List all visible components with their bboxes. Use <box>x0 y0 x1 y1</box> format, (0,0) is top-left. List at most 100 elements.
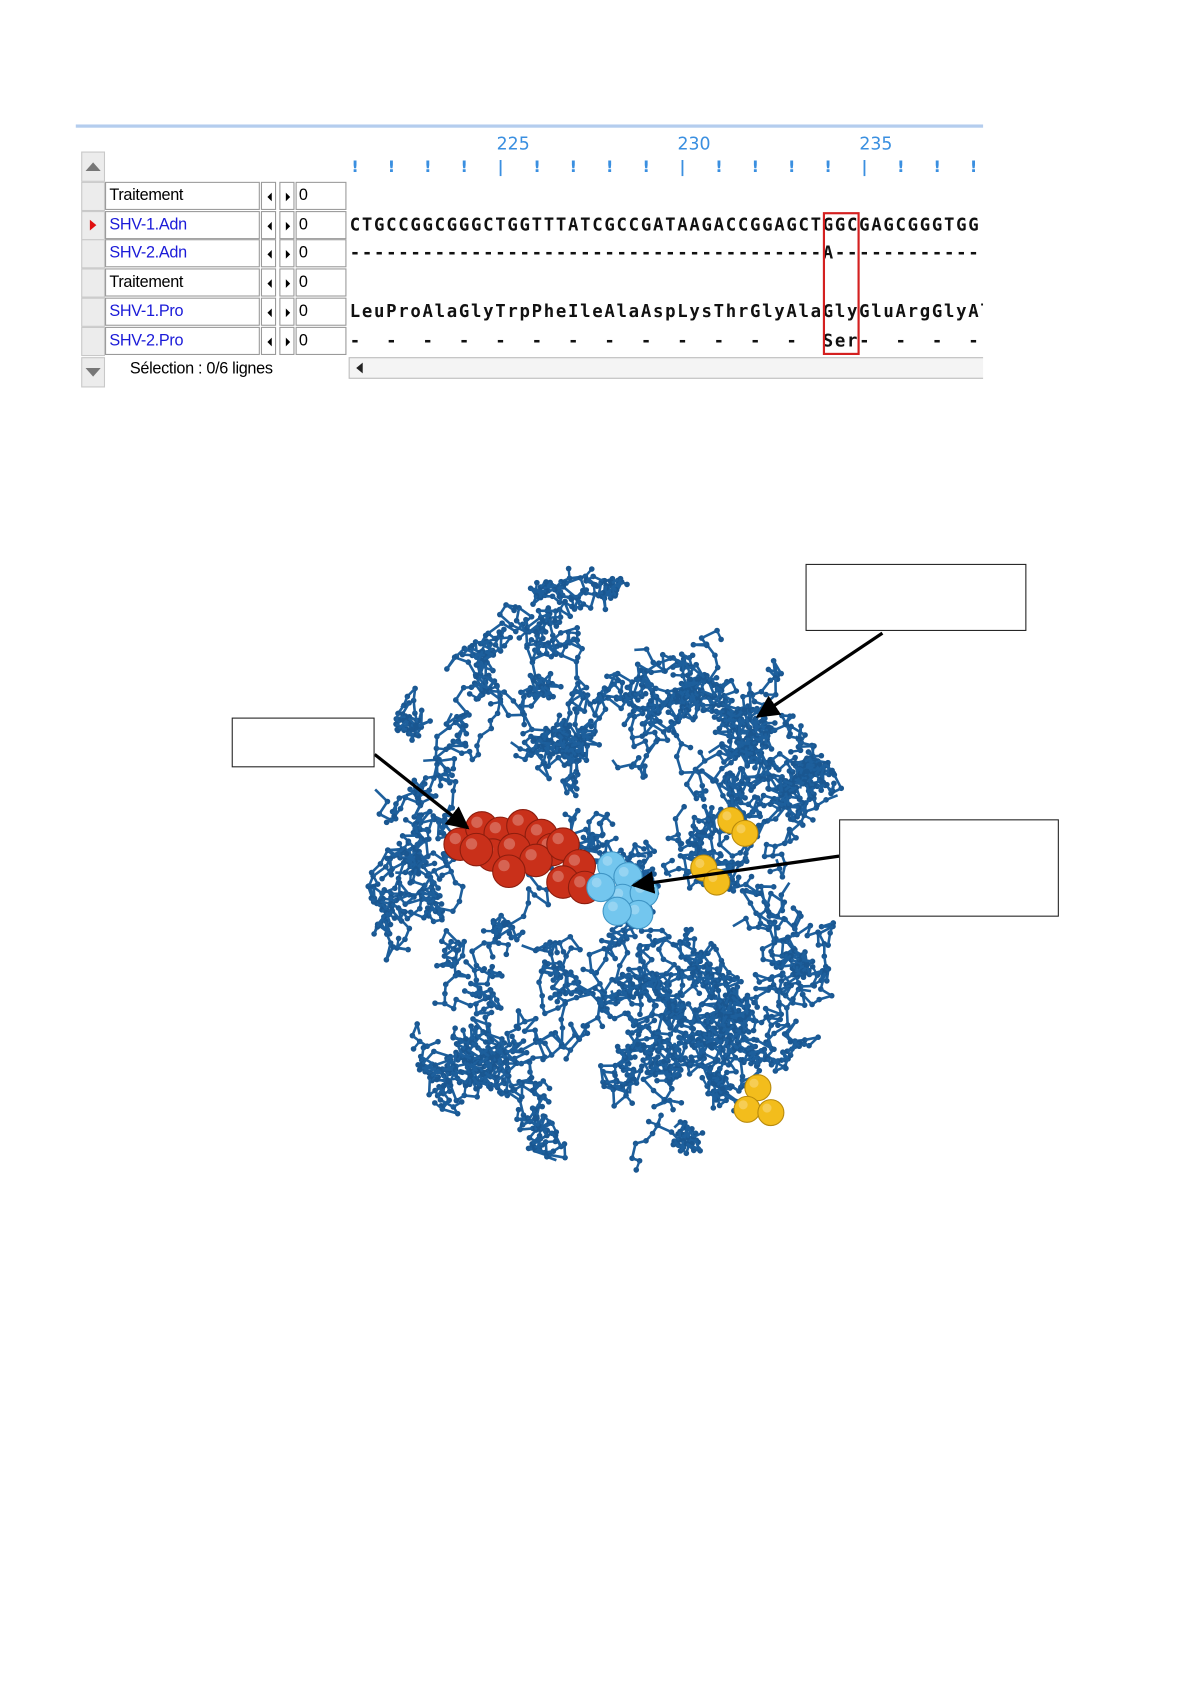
ruler-tick: ! <box>751 156 759 177</box>
atom <box>554 949 560 956</box>
atom <box>748 873 755 880</box>
scroll-down[interactable] <box>81 357 106 388</box>
atom <box>751 794 758 800</box>
atom <box>440 1083 447 1089</box>
atom <box>488 1055 494 1061</box>
atom <box>556 712 563 719</box>
atom <box>424 905 431 911</box>
atom <box>669 857 675 864</box>
atom <box>432 1000 438 1006</box>
row-label: Traitement <box>105 268 260 297</box>
right-button[interactable] <box>279 181 295 210</box>
atom <box>462 1035 469 1042</box>
atom <box>568 596 575 603</box>
atom <box>501 922 508 928</box>
right-button[interactable] <box>279 239 295 268</box>
right-button[interactable] <box>279 297 295 326</box>
atom <box>431 860 438 867</box>
sequence: CTGCCGGCGGGCTGGTTTATCGCCGATAAGACCGGAGCTG… <box>349 213 981 235</box>
alignment-window: 225 230 235 Traitement 0 SHV-1.Adn 0 CTGCCGG… <box>75 124 984 388</box>
sequence: - - - - - - - - - - - - - Ser- - - - <box>349 329 984 351</box>
atom <box>810 817 816 823</box>
atom <box>770 883 777 890</box>
atom <box>769 952 776 958</box>
ruler-number: 235 <box>859 133 893 154</box>
atom <box>588 723 595 730</box>
ruler-tick: ! <box>387 156 396 177</box>
left-button[interactable] <box>260 297 277 326</box>
atom <box>723 834 730 841</box>
atom <box>765 785 771 792</box>
right-button[interactable] <box>279 268 295 297</box>
atom <box>711 943 717 950</box>
atom <box>599 1023 606 1030</box>
atom <box>412 722 419 729</box>
ruler-tick: ! <box>460 156 468 177</box>
atom <box>722 992 729 999</box>
arrow-icon <box>85 162 101 172</box>
atom <box>563 1056 570 1062</box>
status-text: Sélection : 0/6 lignes <box>129 359 273 378</box>
row-marker <box>81 268 106 298</box>
row-value: 0 <box>295 210 347 239</box>
left-button[interactable] <box>260 239 277 268</box>
right-button[interactable] <box>279 326 295 355</box>
atom <box>396 840 403 847</box>
right-button[interactable] <box>279 210 295 239</box>
left-button[interactable] <box>260 326 277 355</box>
ruler-tick: | <box>861 156 868 177</box>
atom <box>415 1062 421 1068</box>
atom <box>489 954 496 960</box>
atom <box>466 691 473 697</box>
atom <box>641 846 647 852</box>
atom <box>469 642 475 649</box>
atom <box>715 987 722 994</box>
row-value: 0 <box>295 181 347 210</box>
atom <box>599 842 606 848</box>
atom <box>557 614 564 620</box>
row-marker <box>81 326 106 356</box>
atom <box>533 628 539 635</box>
row-value: 0 <box>295 239 347 268</box>
arrow-icon <box>356 362 363 374</box>
atom <box>785 812 791 818</box>
row-marker <box>81 297 106 327</box>
row-label: SHV-2.Adn <box>105 239 260 268</box>
row-value: 0 <box>295 268 347 297</box>
atom <box>657 719 663 725</box>
row-marker <box>81 239 106 269</box>
atom <box>403 851 410 857</box>
horizontal-scrollbar[interactable] <box>348 357 984 379</box>
sequence: LeuProAlaGlyTrpPheIleAlaAspLysThrGlyAlaG… <box>349 300 984 322</box>
atom <box>584 1023 591 1029</box>
atom <box>539 616 546 623</box>
bond <box>450 790 455 808</box>
left-button[interactable] <box>260 268 277 297</box>
atom <box>788 749 794 755</box>
atom <box>580 587 586 594</box>
ruler-tick: ! <box>897 156 905 177</box>
atom <box>410 1046 417 1052</box>
left-button[interactable] <box>260 210 277 239</box>
ruler-tick: | <box>679 156 686 177</box>
atom <box>734 796 741 802</box>
atom <box>437 782 444 789</box>
atom <box>415 854 421 861</box>
atom <box>515 1106 522 1113</box>
ruler-number: 225 <box>496 133 530 154</box>
atom <box>720 1086 726 1092</box>
left-button[interactable] <box>260 181 277 210</box>
atom <box>637 1011 643 1018</box>
bond <box>527 873 541 889</box>
atom <box>654 1077 660 1084</box>
atom <box>809 963 816 970</box>
bond <box>438 1085 451 1102</box>
atom <box>480 928 487 934</box>
scroll-up[interactable] <box>81 151 106 182</box>
atom <box>467 1072 474 1079</box>
atom <box>651 1017 658 1024</box>
atom <box>574 654 581 661</box>
atom <box>639 733 645 739</box>
